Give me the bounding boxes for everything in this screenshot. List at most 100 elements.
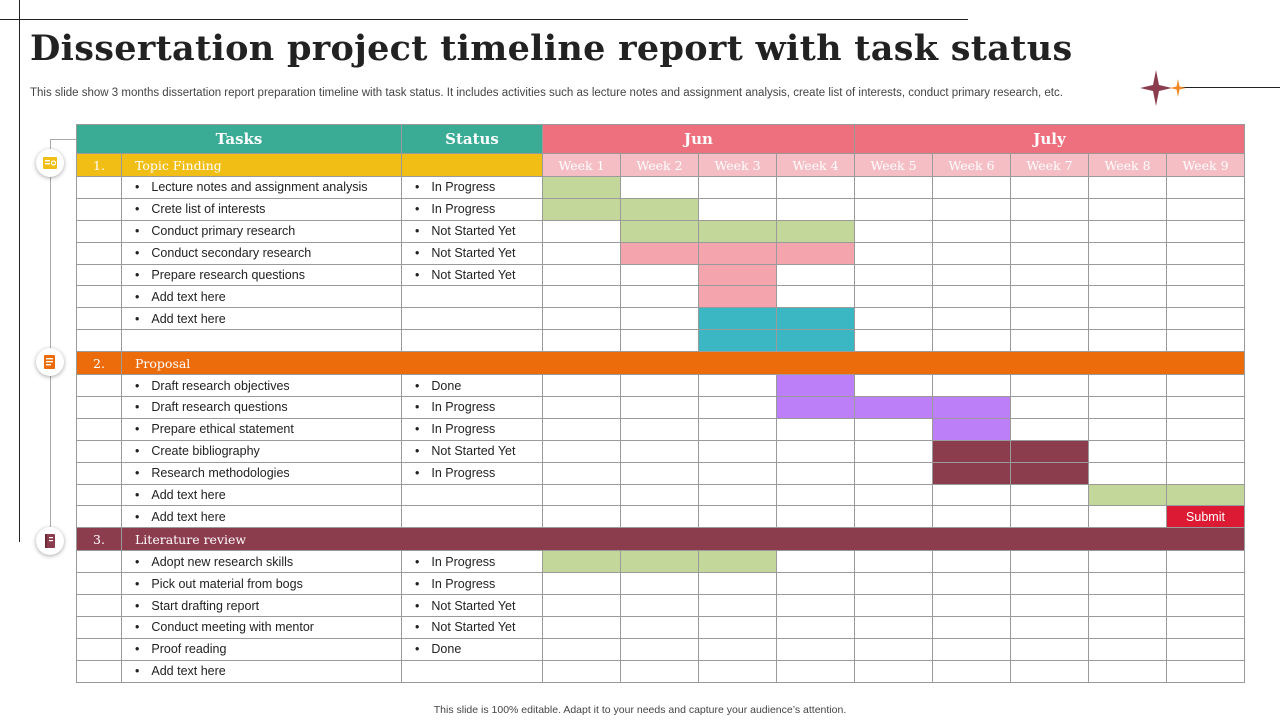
page-title: Dissertation project timeline report wit…: [30, 28, 1073, 69]
status-cell: Done: [401, 374, 543, 398]
week-cell: [1088, 241, 1167, 265]
week-cell: [1010, 396, 1089, 419]
task-index-cell: [76, 417, 122, 441]
task-cell: Adopt new research skills: [121, 550, 402, 574]
status-cell: [401, 483, 543, 507]
task-name: Add text here: [123, 488, 226, 502]
week-cell: [620, 396, 699, 419]
week-cell: [854, 572, 933, 596]
week-cell: [620, 637, 699, 661]
week-header: Week 9: [1166, 153, 1245, 177]
week-cell: [1166, 550, 1245, 574]
task-name: Start drafting report: [123, 599, 260, 613]
week-cell: [1088, 572, 1167, 596]
task-name: Adopt new research skills: [123, 555, 294, 569]
week-cell: [698, 659, 777, 683]
week-cell: [698, 594, 777, 618]
task-index-cell: [76, 550, 122, 574]
week-cell: [1010, 572, 1089, 596]
gantt-bar: [1166, 483, 1245, 507]
week-cell: [542, 329, 621, 353]
task-index-cell: [76, 219, 122, 243]
week-cell: [1166, 594, 1245, 618]
week-cell: [776, 417, 855, 441]
task-cell: Add text here: [121, 505, 402, 529]
week-cell: [542, 461, 621, 485]
task-cell: Add text here: [121, 285, 402, 309]
week-cell: [854, 374, 933, 398]
week-cell: [1010, 176, 1089, 199]
week-cell: [1088, 285, 1167, 309]
section-number: 3.: [76, 527, 122, 552]
section-name: Proposal: [121, 351, 1245, 376]
status-cell: In Progress: [401, 197, 543, 221]
week-cell: [620, 659, 699, 683]
week-cell: [1010, 505, 1089, 529]
week-cell: [854, 616, 933, 639]
week-cell: [854, 505, 933, 529]
task-name: Create bibliography: [123, 444, 260, 458]
task-status: In Progress: [403, 555, 496, 569]
week-cell: [854, 461, 933, 485]
task-row: Add text here: [76, 285, 1245, 309]
task-status: Not Started Yet: [403, 268, 516, 282]
status-cell: In Progress: [401, 396, 543, 419]
sparkle-icon: [1140, 70, 1186, 106]
status-cell: In Progress: [401, 572, 543, 596]
week-cell: [932, 241, 1011, 265]
task-status: In Progress: [403, 466, 496, 480]
task-cell: Add text here: [121, 483, 402, 507]
task-name: Draft research objectives: [123, 379, 290, 393]
task-row: Create bibliography Not Started Yet: [76, 439, 1245, 463]
status-cell: In Progress: [401, 550, 543, 574]
week-cell: [1088, 176, 1167, 199]
task-name: Draft research questions: [123, 400, 288, 414]
week-cell: [620, 505, 699, 529]
week-cell: [620, 374, 699, 398]
week-cell: [620, 285, 699, 309]
task-status: In Progress: [403, 202, 496, 216]
week-header: Week 8: [1088, 153, 1167, 177]
week-cell: [542, 374, 621, 398]
status-header: Status: [401, 124, 543, 154]
header-row: Tasks Status Jun July: [76, 124, 1245, 154]
status-cell: [401, 329, 543, 353]
task-row: Add text here: [76, 307, 1245, 331]
week-cell: [698, 505, 777, 529]
section-row: 2. Proposal: [76, 351, 1245, 376]
status-cell: In Progress: [401, 417, 543, 441]
week-cell: [542, 396, 621, 419]
week-cell: [854, 263, 933, 287]
week-cell: [776, 505, 855, 529]
week-cell: [854, 285, 933, 309]
week-cell: [542, 483, 621, 507]
week-cell: [854, 219, 933, 243]
gantt-bar: [620, 219, 699, 243]
week-cell: [932, 659, 1011, 683]
week-cell: [542, 572, 621, 596]
task-row: Lecture notes and assignment analysis In …: [76, 176, 1245, 199]
week-cell: [698, 417, 777, 441]
week-cell: [698, 483, 777, 507]
gantt-bar: [776, 307, 855, 331]
gantt-bar: [854, 396, 933, 419]
task-name: Research methodologies: [123, 466, 290, 480]
week-cell: [542, 241, 621, 265]
week-cell: [1088, 550, 1167, 574]
week-cell: [1010, 329, 1089, 353]
week-cell: [698, 396, 777, 419]
status-cell: Done: [401, 637, 543, 661]
gantt-bar: [776, 329, 855, 353]
gantt-bar: [776, 241, 855, 265]
week-cell: [854, 307, 933, 331]
week-cell: [1088, 637, 1167, 661]
week-cell: [932, 550, 1011, 574]
week-cell: [932, 594, 1011, 618]
week-cell: [542, 505, 621, 529]
week-cell: [932, 572, 1011, 596]
week-cell: [620, 572, 699, 596]
week-cell: [1088, 197, 1167, 221]
task-row: Prepare ethical statement In Progress: [76, 417, 1245, 441]
week-cell: [1010, 307, 1089, 331]
